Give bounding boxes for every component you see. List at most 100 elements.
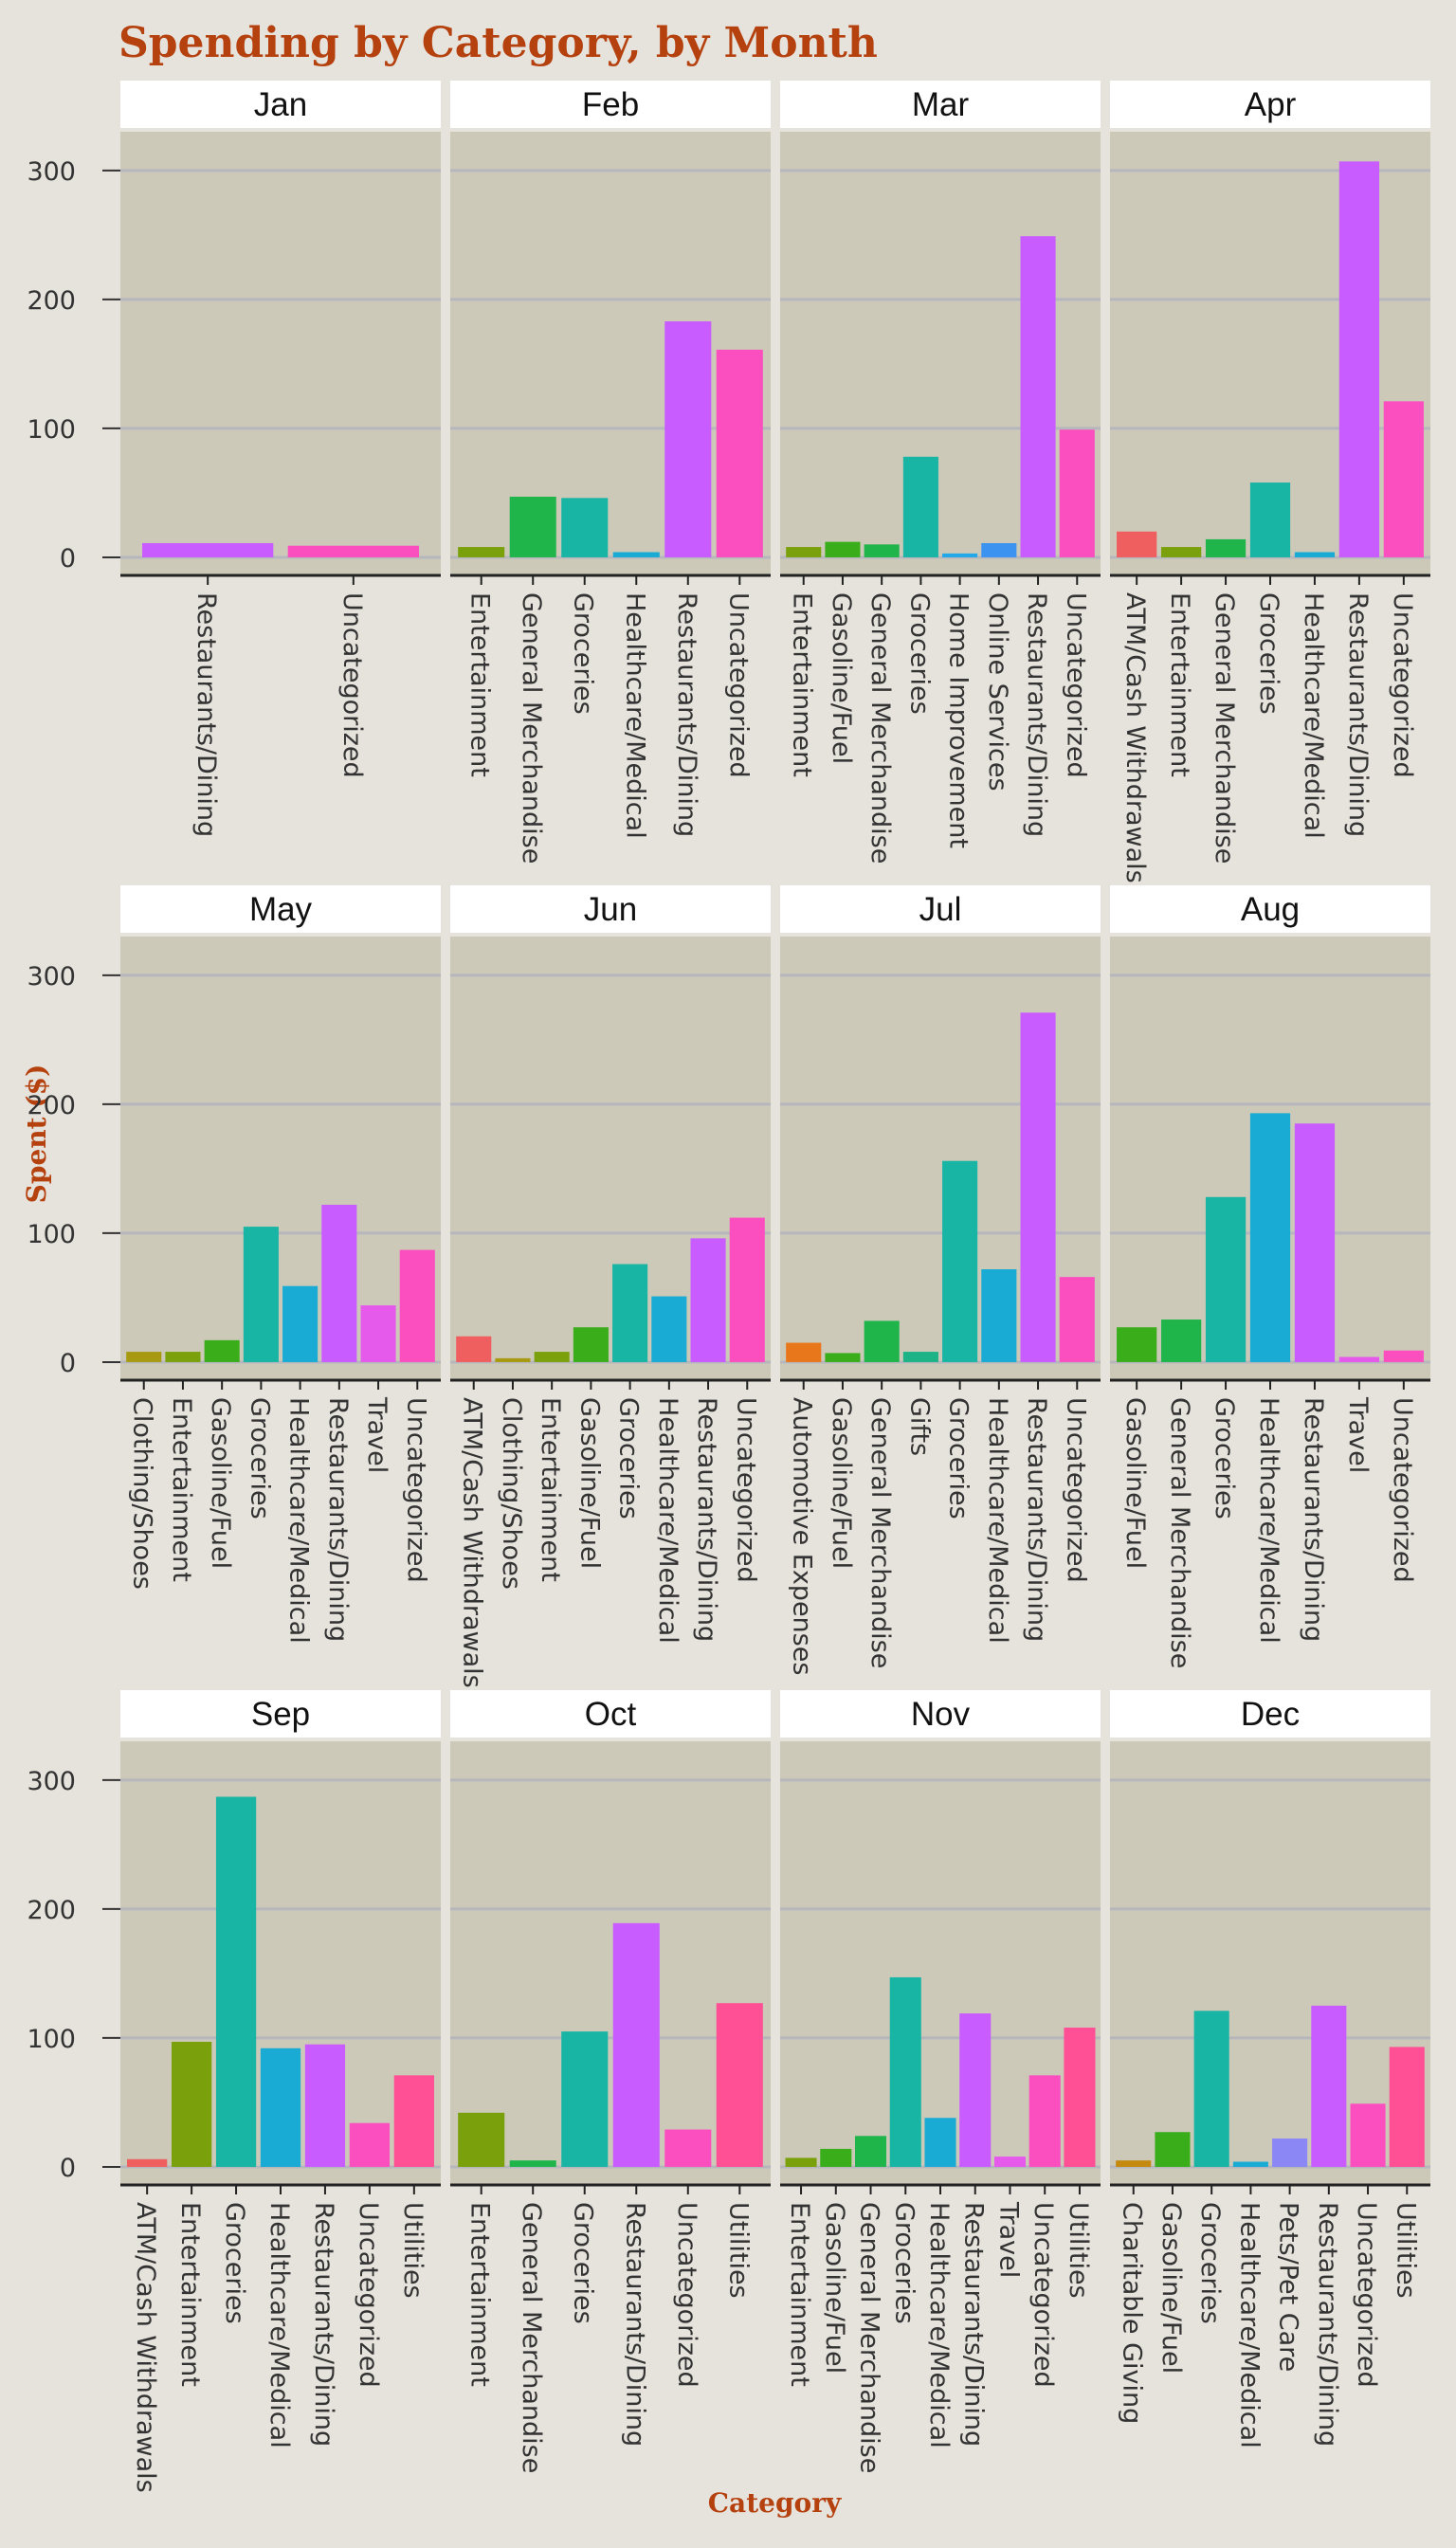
bar (825, 1353, 861, 1362)
bar (959, 2013, 992, 2167)
bar (561, 498, 609, 557)
bar (1249, 482, 1291, 557)
x-tick-label: Entertainment (465, 592, 495, 777)
x-tick-label: Healthcare/Medical (653, 1397, 682, 1644)
bar (282, 1285, 318, 1362)
x-tick-label: Uncategorized (1352, 2202, 1381, 2388)
bar (902, 1352, 938, 1362)
x-tick-label: Restaurants/Dining (309, 2202, 338, 2447)
panel-jun: Jun ATM/Cash Withdrawals Clothing/Shoes Ent… (450, 885, 771, 1688)
strip-background (1110, 885, 1430, 933)
y-tick-label: 100 (27, 1220, 76, 1249)
x-tick-label: Groceries (889, 2202, 919, 2324)
x-tick-label: Uncategorized (723, 592, 753, 778)
y-tick-label: 0 (60, 2154, 76, 2183)
panel-jan: Jan 0 100 200 300 Restaurants/Dining Uncategor… (27, 81, 441, 837)
y-tick-label: 200 (27, 1091, 76, 1120)
strip-background (450, 885, 771, 933)
bar (1160, 1320, 1202, 1362)
x-tick-label: Utilities (398, 2202, 428, 2299)
x-tick-label: ATM/Cash Withdrawals (131, 2202, 160, 2493)
x-tick-label: General Merchandise (517, 592, 546, 864)
strip-label: Nov (911, 1696, 971, 1733)
bar (509, 2160, 556, 2167)
x-tick-label: Healthcare/Medical (1234, 2202, 1264, 2448)
bar (458, 547, 505, 557)
x-tick-label: Entertainment (167, 1397, 196, 1582)
strip-background (450, 81, 771, 128)
x-tick-label: Groceries (220, 2202, 249, 2324)
bar (864, 1320, 900, 1362)
x-tick-label: Clothing/Shoes (128, 1397, 157, 1590)
x-tick-label: Uncategorized (731, 1397, 760, 1583)
bar (820, 2148, 852, 2167)
x-tick-label: General Merchandise (517, 2202, 546, 2473)
x-tick-label: Gasoline/Fuel (827, 1397, 856, 1569)
panel-jul: Jul Automotive Expenses Gasoline/Fuel Gener… (780, 885, 1101, 1675)
x-tick-label: Gifts (904, 1397, 934, 1456)
bar (902, 456, 938, 557)
y-axis-title: Spent ($) (21, 1065, 52, 1204)
x-tick-label: Groceries (1210, 1397, 1239, 1520)
strip-background (120, 81, 441, 128)
x-tick-label: Restaurants/Dining (959, 2202, 989, 2447)
bar (393, 2075, 434, 2167)
x-tick-label: Groceries (614, 1397, 644, 1520)
bar (1383, 1350, 1424, 1362)
bar (1193, 2011, 1229, 2167)
bar (612, 552, 660, 557)
bar (142, 542, 274, 557)
x-axis-title: Category (708, 2487, 842, 2519)
bar (1389, 2047, 1425, 2167)
x-tick-label: Healthcare/Medical (924, 2202, 954, 2448)
strip-label: Mar (912, 86, 970, 123)
panel-dec: Dec Charitable Giving Gasoline/Fuel Groceri… (1110, 1690, 1430, 2448)
bar (889, 1976, 921, 2167)
strip-background (120, 885, 441, 933)
bar (664, 2129, 712, 2167)
bar (127, 2158, 168, 2167)
strip-background (780, 1690, 1101, 1738)
bar (1272, 2138, 1308, 2167)
y-tick-label: 300 (27, 1767, 76, 1796)
strip-background (780, 81, 1101, 128)
x-tick-label: Gasoline/Fuel (574, 1397, 604, 1569)
x-tick-label: Uncategorized (672, 2202, 701, 2388)
bar (1116, 2160, 1152, 2167)
chart-title: Spending by Category, by Month (118, 19, 878, 67)
bar (171, 2041, 212, 2167)
bar (215, 1796, 257, 2167)
x-tick-label: General Merchandise (865, 592, 895, 864)
strip-background (1110, 81, 1430, 128)
bar (690, 1238, 726, 1362)
x-tick-label: Pets/Pet Care (1274, 2202, 1303, 2372)
x-tick-label: Restaurants/Dining (1299, 1397, 1328, 1642)
x-tick-label: Restaurants/Dining (692, 1397, 721, 1642)
bar (981, 1269, 1017, 1362)
bar (786, 1342, 822, 1362)
x-tick-label: Gasoline/Fuel (820, 2202, 849, 2374)
x-tick-label: Entertainment (465, 2202, 495, 2387)
x-tick-label: Restaurants/Dining (191, 592, 221, 837)
x-tick-label: Travel (993, 2201, 1023, 2278)
panel-sep: Sep 0 100 200 300 ATM/Cash Withdrawals Enterta… (27, 1690, 441, 2493)
bar (561, 2031, 609, 2167)
bar (321, 1204, 357, 1362)
bar (495, 1357, 531, 1362)
x-tick-label: Entertainment (785, 2202, 814, 2387)
bar (1232, 2161, 1268, 2167)
bar (1117, 1327, 1157, 1362)
bar (260, 2048, 301, 2167)
bar (458, 2112, 505, 2167)
panel-feb: Feb Entertainment General Merchandise Groce… (450, 81, 771, 864)
x-tick-label: Healthcare/Medical (264, 2202, 294, 2448)
strip-label: Sep (251, 1696, 310, 1733)
x-tick-label: Restaurants/Dining (1343, 592, 1373, 837)
strip-label: Aug (1241, 891, 1300, 928)
x-tick-label: Groceries (904, 592, 934, 715)
bar (864, 544, 900, 557)
bar (924, 2118, 956, 2167)
x-tick-label: Groceries (1254, 592, 1283, 715)
y-tick-label: 300 (27, 962, 76, 992)
bar (1117, 531, 1157, 557)
